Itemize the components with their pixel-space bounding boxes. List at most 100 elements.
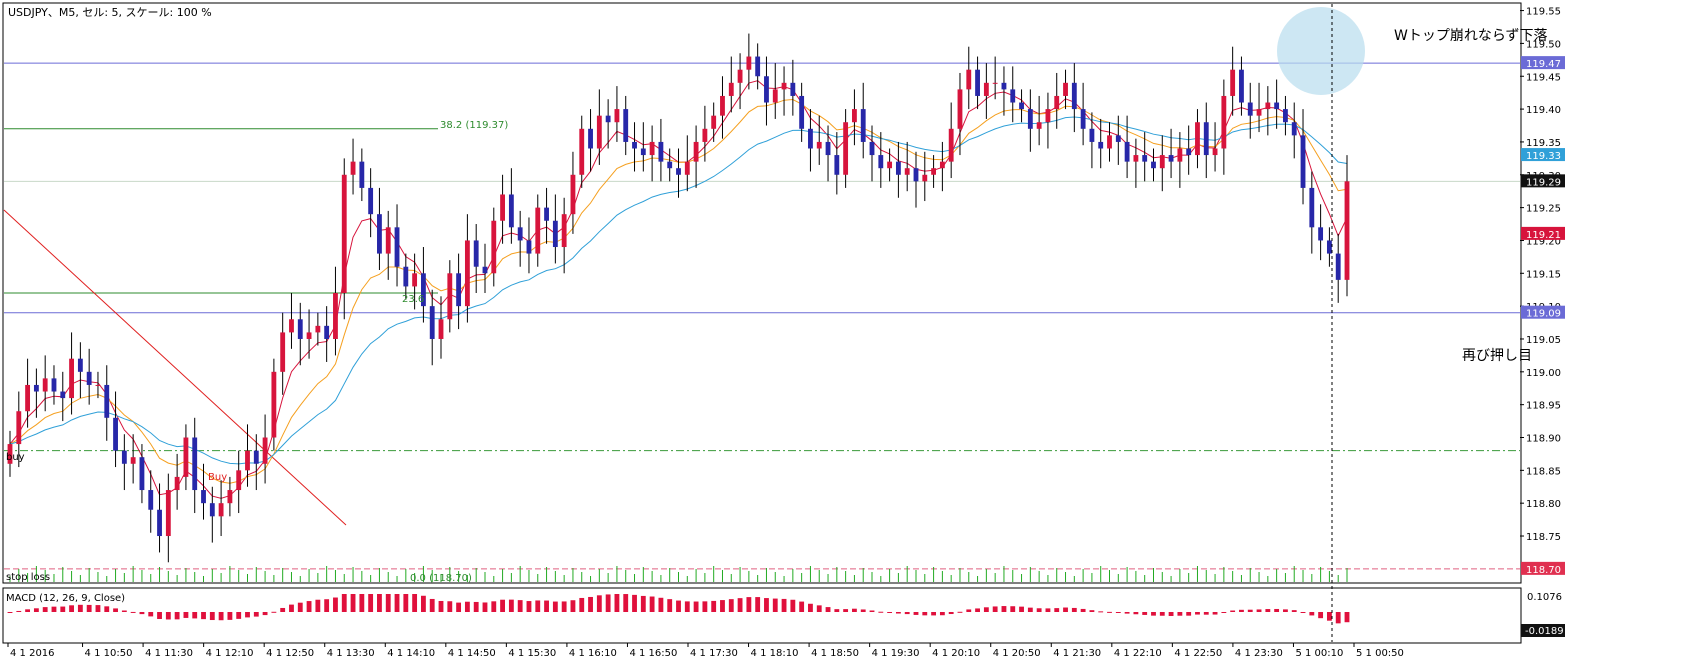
candle-body — [605, 115, 611, 123]
candle — [1098, 118, 1104, 169]
candle-body — [7, 444, 13, 464]
macd-bar — [165, 612, 171, 620]
candle-body — [931, 168, 937, 175]
candle-body — [1318, 227, 1324, 241]
candle-body — [1107, 135, 1112, 149]
candle — [236, 450, 242, 514]
candle — [948, 102, 954, 179]
candle-body — [394, 227, 400, 267]
candle-body — [614, 109, 620, 123]
macd-bar — [1159, 612, 1165, 616]
candle-body — [860, 109, 866, 142]
candle-body — [1036, 122, 1042, 129]
candle-body — [755, 56, 761, 77]
candle-body — [113, 417, 118, 451]
candle-body — [684, 161, 690, 175]
macd-bar — [860, 609, 866, 612]
macd-bar — [1089, 610, 1095, 612]
macd-bar — [887, 612, 893, 613]
candle-body — [192, 437, 198, 491]
candle-body — [1098, 141, 1104, 149]
candle-body — [728, 82, 734, 96]
candle-body — [676, 168, 681, 175]
x-tick-label: 4 1 20:50 — [993, 648, 1041, 659]
candle — [420, 247, 426, 323]
macd-bar — [271, 611, 277, 613]
macd-bar — [1036, 608, 1042, 612]
candle — [1089, 112, 1095, 169]
macd-bar — [236, 612, 242, 619]
candle-body — [1239, 69, 1244, 103]
candle — [16, 391, 22, 468]
candle — [359, 148, 365, 202]
candle-body — [227, 490, 233, 504]
macd-bar — [508, 599, 514, 612]
candle-body — [1063, 82, 1068, 96]
candle — [596, 89, 602, 165]
candle-body — [781, 82, 787, 90]
x-tick-label: 4 1 18:10 — [751, 648, 799, 659]
candle-body — [25, 384, 31, 412]
candle — [1115, 115, 1121, 165]
candle — [834, 132, 840, 195]
macd-bar — [517, 600, 523, 612]
candle — [456, 253, 462, 330]
macd-bar — [456, 602, 462, 612]
candle — [7, 430, 13, 477]
price-tag-bg — [1521, 226, 1565, 240]
candle — [1274, 79, 1280, 129]
candle — [579, 115, 585, 188]
time-axis: 4 1 2016 4 1 10:50 4 1 11:30 4 1 12:10 4 1 1… — [7, 643, 1404, 659]
candle — [966, 46, 972, 110]
candle-body — [948, 128, 954, 162]
candle-body — [1027, 109, 1033, 129]
candle-body — [1203, 122, 1209, 156]
candle-body — [271, 371, 277, 438]
macd-bar — [1256, 609, 1262, 612]
macd-bar — [289, 604, 294, 612]
macd-current-value: -0.0189 — [1525, 626, 1564, 637]
candle — [209, 486, 215, 543]
candle — [148, 470, 154, 533]
candle-body — [473, 240, 479, 267]
candle-body — [447, 273, 453, 320]
candle — [852, 89, 857, 146]
candle — [464, 214, 470, 323]
candle-body — [1247, 102, 1253, 116]
x-tick-label: 4 1 19:30 — [872, 648, 920, 659]
macd-bar — [1124, 612, 1130, 614]
candle-body — [86, 371, 92, 385]
price-tag-label: 119.21 — [1526, 230, 1561, 241]
macd-bar — [720, 600, 725, 612]
x-tick-label: 4 1 14:10 — [387, 648, 435, 659]
candle — [755, 43, 761, 90]
candle — [1221, 79, 1227, 175]
candle-body — [377, 214, 382, 254]
candle-body — [887, 161, 893, 169]
candle — [218, 480, 224, 537]
buy-marker: Buy — [208, 472, 227, 483]
candle-body — [33, 384, 39, 392]
candle — [640, 122, 646, 172]
candle-body — [464, 240, 470, 307]
candle — [632, 122, 637, 172]
macd-bar — [1318, 612, 1324, 619]
macd-bar — [614, 594, 620, 612]
candle — [772, 63, 778, 119]
price-tag-bg — [1521, 174, 1565, 188]
x-tick-label: 4 1 10:50 — [85, 648, 133, 659]
macd-bar — [552, 601, 558, 612]
candle — [324, 306, 330, 362]
candle — [508, 168, 514, 244]
candle-body — [69, 358, 74, 399]
candle-body — [852, 109, 857, 123]
candle-body — [939, 161, 945, 169]
macd-bar — [544, 600, 549, 612]
candle — [570, 151, 576, 234]
candle — [341, 158, 347, 320]
candle — [1080, 82, 1086, 146]
macd-bar — [1054, 608, 1060, 612]
candle-body — [253, 450, 259, 464]
macd-bar — [1151, 612, 1156, 616]
